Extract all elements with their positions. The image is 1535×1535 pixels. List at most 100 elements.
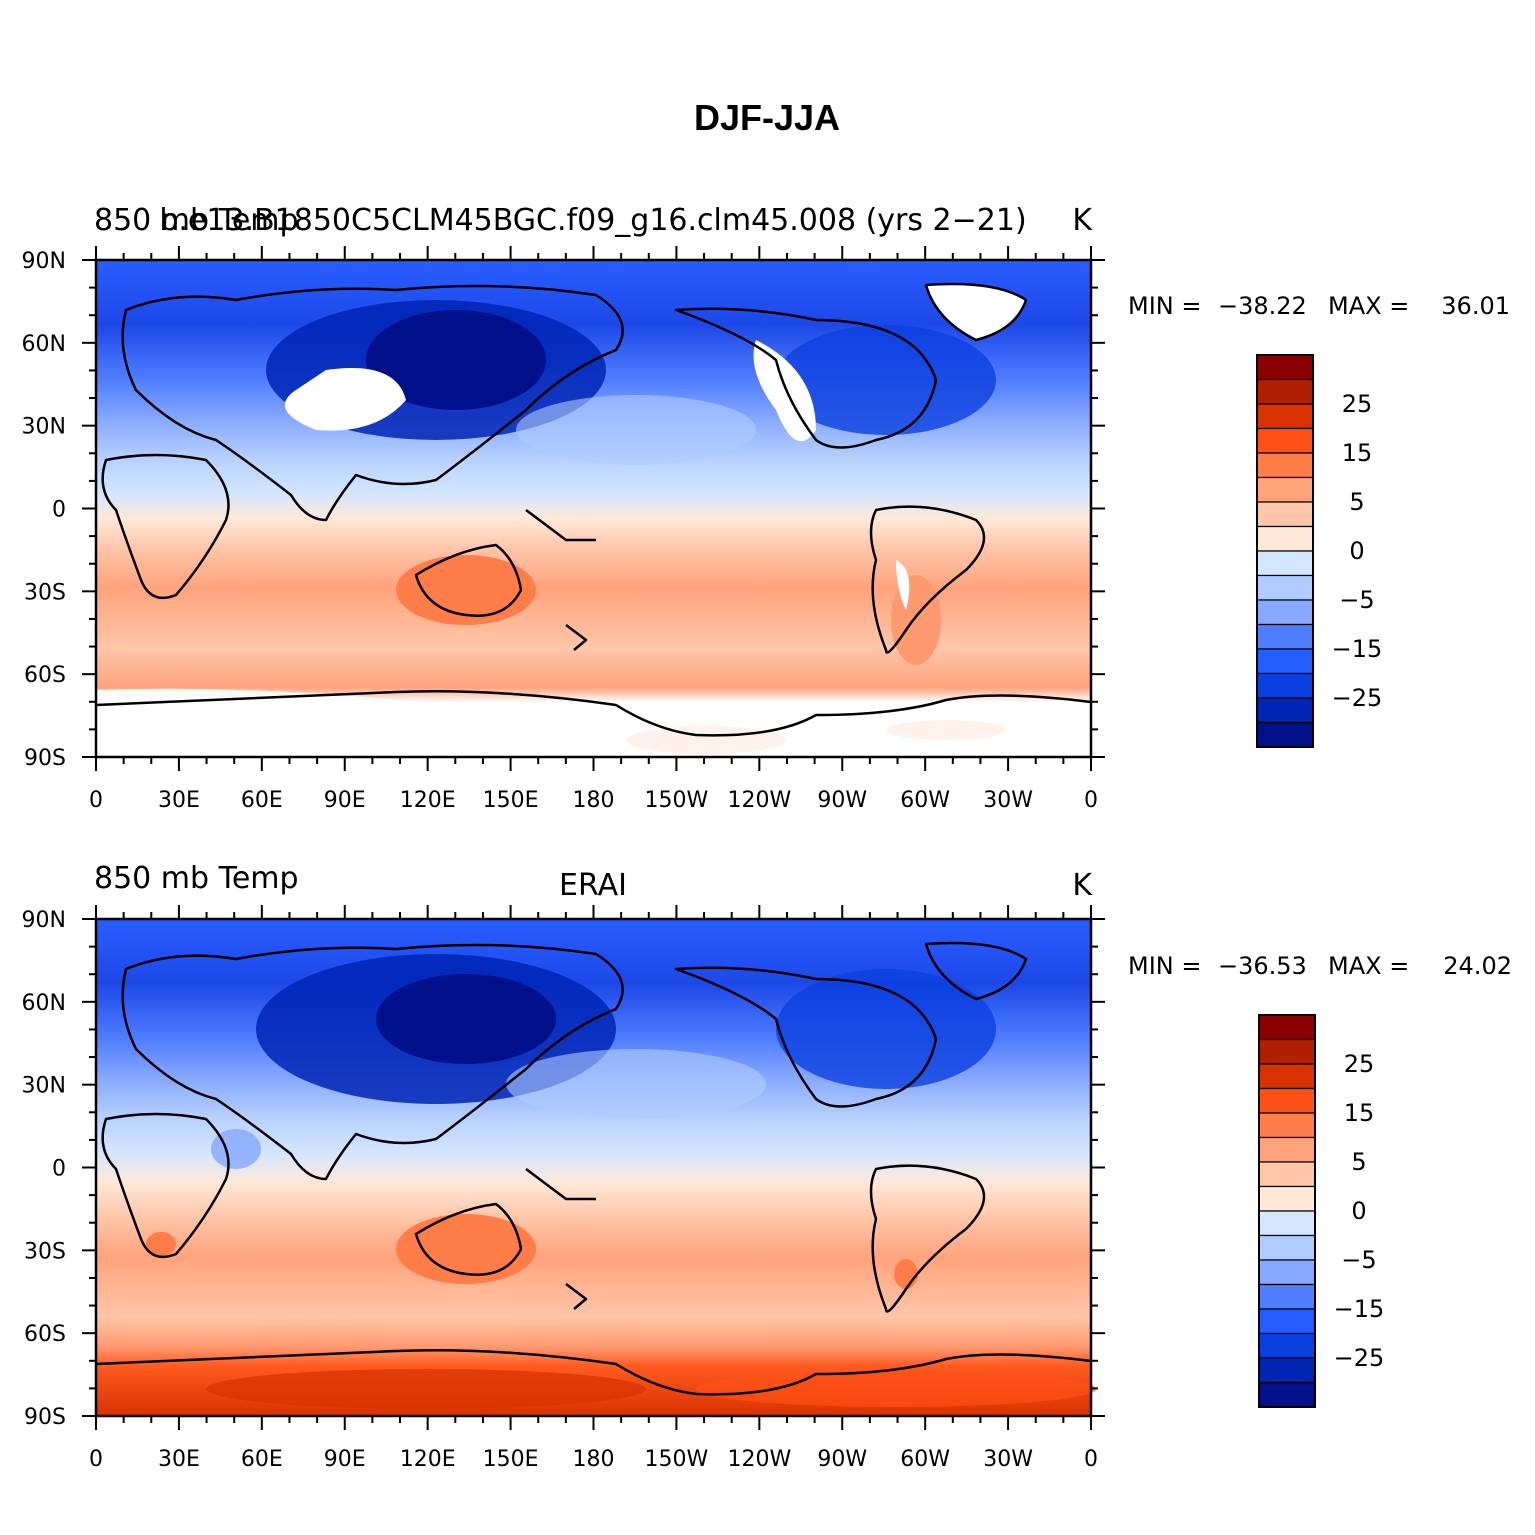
panel-erai-stats: MIN = −36.53 MAX = 24.02 [1128, 952, 1512, 980]
panel-model-y-labels: 90N 60N 30N 0 30S 60S 90S [22, 249, 66, 771]
colorbar-box [1256, 697, 1314, 724]
colorbar-label: 15 [1342, 439, 1373, 467]
x-tick-label: 120W [727, 1447, 791, 1472]
panel-erai-titles: 850 mb Temp ERAI K [94, 861, 1093, 903]
colorbar-label: 5 [1349, 488, 1364, 516]
colorbar-box [1256, 378, 1314, 405]
x-tick-label: 90W [817, 788, 867, 813]
min-value: −36.53 [1218, 952, 1307, 980]
max-value: 24.02 [1443, 952, 1512, 980]
units-label: K [1072, 203, 1093, 238]
colorbar-box [1258, 1210, 1316, 1237]
colorbar-label: 0 [1349, 537, 1364, 565]
x-tick-label: 90E [324, 788, 366, 813]
panel-erai-x-labels: 0 30E 60E 90E 120E 150E 180 150W 120W 90W 60W 30W 0 [89, 1447, 1098, 1472]
panel-erai-y-labels: 90N 60N 30N 0 30S 60S 90S [22, 908, 66, 1430]
colorbar-label: −15 [1334, 1295, 1385, 1323]
colorbar-label: 25 [1344, 1050, 1375, 1078]
y-tick-label: 30S [24, 1239, 66, 1264]
max-value: 36.01 [1441, 292, 1510, 320]
colorbar-box [1258, 1161, 1316, 1188]
y-tick-label: 60N [22, 991, 66, 1016]
x-tick-label: 60W [900, 1447, 950, 1472]
x-tick-label: 0 [89, 1447, 103, 1472]
colorbar-box [1256, 623, 1314, 650]
max-label: MAX = [1328, 952, 1409, 980]
x-tick-label: 0 [1084, 788, 1098, 813]
panel-model-colorbar: 25 15 5 0 −5 −15 −25 [1256, 354, 1383, 748]
y-tick-label: 30S [24, 580, 66, 605]
x-tick-label: 30W [983, 1447, 1033, 1472]
colorbar-box [1258, 1136, 1316, 1163]
x-tick-label: 180 [573, 788, 615, 813]
colorbar-box [1258, 1063, 1316, 1090]
colorbar-label: 0 [1351, 1197, 1366, 1225]
x-tick-label: 150E [483, 1447, 539, 1472]
x-tick-label: 60W [900, 788, 950, 813]
colorbar-label: −5 [1339, 586, 1374, 614]
colorbar-box [1258, 1112, 1316, 1139]
colorbar-box [1256, 354, 1314, 381]
y-tick-label: 30N [22, 1074, 66, 1099]
panel-erai-colorbar: 25 15 5 0 −5 −15 −25 [1258, 1014, 1385, 1408]
colorbar-box [1258, 1185, 1316, 1212]
colorbar-label: 25 [1342, 390, 1373, 418]
left-title: 850 mb Temp [94, 861, 299, 896]
center-title: ERAI [559, 868, 627, 903]
x-tick-label: 120E [400, 788, 456, 813]
colorbar-label: −25 [1334, 1344, 1385, 1372]
x-tick-label: 60E [241, 788, 283, 813]
x-tick-label: 30E [158, 1447, 200, 1472]
colorbar-box [1256, 427, 1314, 454]
y-tick-label: 90S [24, 1405, 66, 1430]
panel-model-titles: 850 mb Temp b.e13.B1850C5CLM45BGC.f09_g1… [94, 203, 1093, 238]
panel-model [82, 246, 1105, 771]
panel-model-stats: MIN = −38.22 MAX = 36.01 [1128, 292, 1510, 320]
colorbar-box [1258, 1038, 1316, 1065]
colorbar-box [1258, 1357, 1316, 1384]
colorbar-box [1256, 574, 1314, 601]
colorbar-box [1258, 1332, 1316, 1359]
y-tick-label: 0 [52, 1157, 66, 1182]
colorbar-box [1256, 476, 1314, 503]
colorbar-box [1258, 1087, 1316, 1114]
x-tick-label: 120W [727, 788, 791, 813]
y-tick-label: 30N [22, 415, 66, 440]
x-tick-label: 0 [89, 788, 103, 813]
max-label: MAX = [1328, 292, 1409, 320]
x-tick-label: 30W [983, 788, 1033, 813]
coastlines [95, 941, 1092, 1396]
tick-marks [82, 905, 1105, 1430]
y-tick-label: 60S [24, 663, 66, 688]
panel-model-x-labels: 0 30E 60E 90E 120E 150E 180 150W 120W 90W 60W 30W 0 [89, 788, 1098, 813]
colorbar-box [1258, 1308, 1316, 1335]
colorbar-box [1258, 1234, 1316, 1261]
colorbar-box [1256, 599, 1314, 626]
x-tick-label: 0 [1084, 1447, 1098, 1472]
y-tick-label: 0 [52, 498, 66, 523]
colorbar-box [1258, 1014, 1316, 1041]
colorbar-box [1256, 672, 1314, 699]
colorbar-box [1256, 501, 1314, 528]
colorbar-box [1256, 721, 1314, 748]
units-label: K [1072, 868, 1093, 903]
tick-marks [82, 246, 1105, 771]
y-tick-label: 90N [22, 249, 66, 274]
y-tick-label: 60S [24, 1322, 66, 1347]
x-tick-label: 150W [645, 1447, 709, 1472]
colorbar-box [1256, 648, 1314, 675]
temperature-anomaly-field [96, 284, 1091, 757]
min-value: −38.22 [1218, 292, 1307, 320]
y-tick-label: 90N [22, 908, 66, 933]
colorbar-label: −15 [1332, 635, 1383, 663]
min-label: MIN = [1128, 292, 1201, 320]
coastlines [95, 282, 1092, 737]
x-tick-label: 150W [645, 788, 709, 813]
colorbar-box [1256, 452, 1314, 479]
colorbar-label: 5 [1351, 1148, 1366, 1176]
colorbar-box [1256, 525, 1314, 552]
x-tick-label: 90E [324, 1447, 366, 1472]
center-title: b.e13.B1850C5CLM45BGC.f09_g16.clm45.008 … [159, 203, 1026, 238]
min-label: MIN = [1128, 952, 1201, 980]
colorbar-frame [1256, 354, 1314, 748]
